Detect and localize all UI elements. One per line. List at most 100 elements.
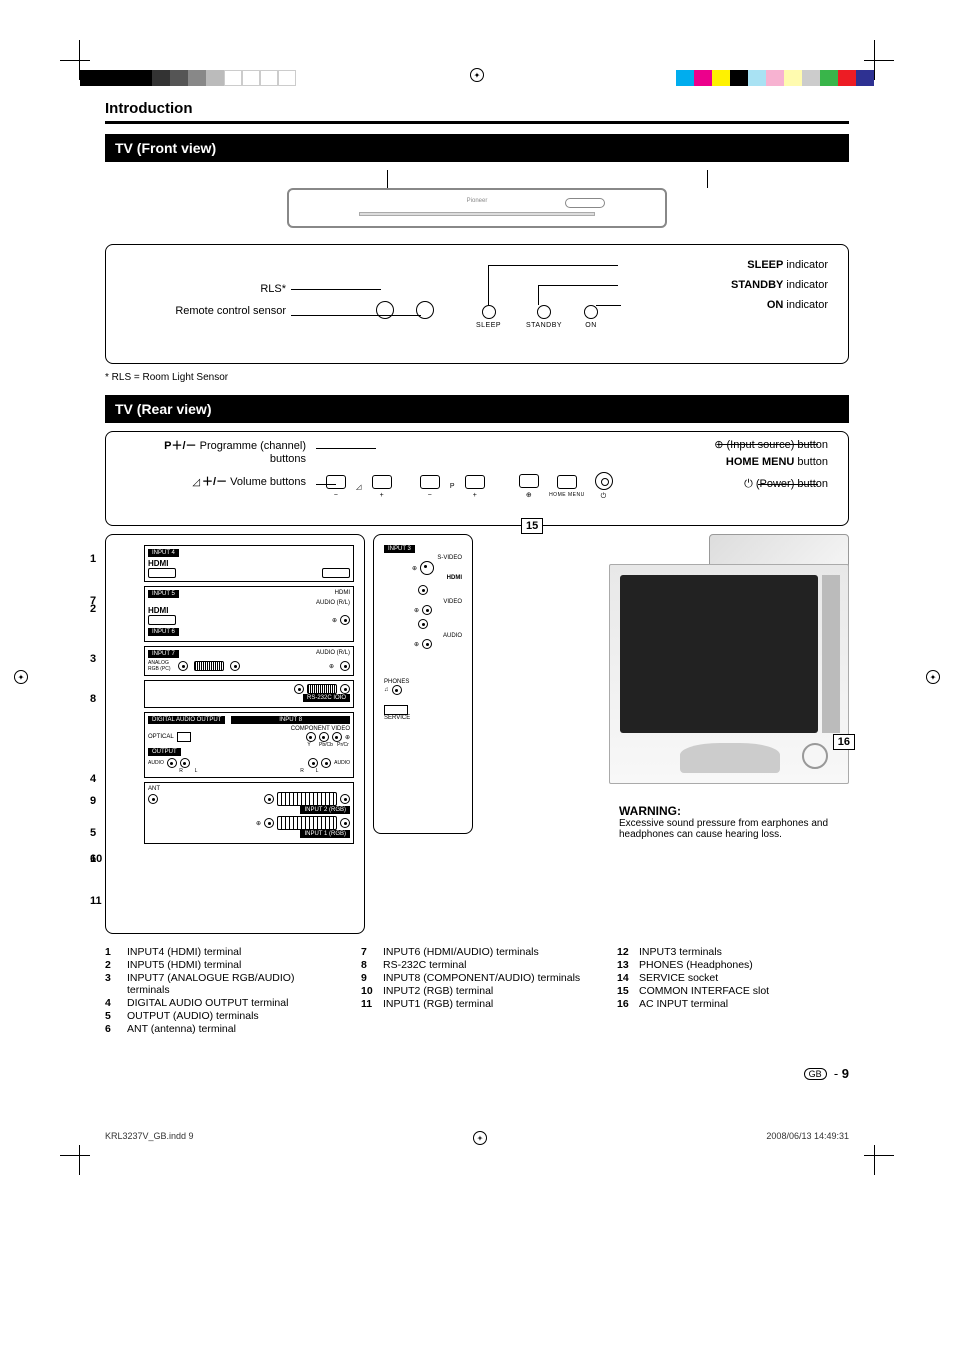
vol-plus-button[interactable]: [372, 475, 392, 489]
tv-photo-area: 15 16 WARNING: Excessive sound pressure …: [481, 534, 849, 934]
print-footer: KRL3237V_GB.indd 9 2008/06/13 14:49:31: [0, 1131, 954, 1145]
warning-block: WARNING: Excessive sound pressure from e…: [619, 804, 849, 840]
input6-label: INPUT 6: [148, 628, 179, 636]
legend-item: 15COMMON INTERFACE slot: [617, 985, 849, 997]
rear-terminals-row: 1 2 3 4 5 6 7 8 9 10 11 INPUT 4 HDMI INP…: [105, 534, 849, 934]
callout-1: 1: [90, 553, 96, 565]
rs232-port: [307, 684, 337, 694]
rear-buttons-diagram: P＋/－ Programme (channel) buttons ＋/－ Vol…: [105, 431, 849, 526]
section-rule: [105, 121, 849, 124]
rls-sensor-icon: [376, 301, 394, 322]
page-content: Introduction TV (Front view) Pioneer RLS…: [0, 60, 954, 1121]
legend-item: 14SERVICE socket: [617, 972, 849, 984]
audio6-port: [340, 615, 350, 625]
terminal-legend: 1INPUT4 (HDMI) terminal2INPUT5 (HDMI) te…: [105, 946, 849, 1036]
callout-16: 16: [833, 734, 855, 750]
legend-item: 6ANT (antenna) terminal: [105, 1023, 337, 1035]
legend-item: 7INPUT6 (HDMI/AUDIO) terminals: [361, 946, 593, 958]
front-view-header: TV (Front view): [105, 134, 849, 162]
callout-4: 4: [90, 773, 96, 785]
standby-label-suffix: indicator: [783, 279, 828, 291]
region-badge: GB: [804, 1068, 827, 1080]
standby-caption: STANDBY: [526, 322, 562, 329]
legend-item: 12INPUT3 terminals: [617, 946, 849, 958]
remote-sensor-icon: [416, 301, 434, 322]
volume-icon: [192, 476, 202, 488]
callout-15: 15: [521, 518, 543, 534]
standby-label-bold: STANDBY: [731, 279, 783, 291]
sleep-label-bold: SLEEP: [747, 259, 783, 271]
warning-title: WARNING:: [619, 804, 681, 818]
prog-prefix: P＋/－: [164, 440, 196, 452]
print-registration-top: [0, 0, 954, 60]
hdmi5-port: [148, 615, 176, 625]
sleep-label-suffix: indicator: [783, 259, 828, 271]
file-stamp: KRL3237V_GB.indd 9: [105, 1131, 194, 1145]
ant-port: [148, 794, 158, 804]
power-button[interactable]: [595, 472, 613, 490]
warning-body: Excessive sound pressure from earphones …: [619, 818, 828, 840]
standby-indicator: [537, 305, 551, 319]
power-icon: ⏻: [744, 478, 753, 490]
service-port: [384, 705, 408, 715]
rls-label: RLS*: [260, 283, 286, 295]
sleep-indicator: [482, 305, 496, 319]
sleep-caption: SLEEP: [476, 322, 501, 329]
front-indicator-diagram: RLS* Remote control sensor SLEEP STANDBY…: [105, 244, 849, 364]
callout-11: 11: [90, 895, 388, 907]
rs232-label: RS-232C IOIO: [303, 694, 350, 702]
scart1-port: [277, 816, 337, 830]
callout-5: 5: [90, 827, 96, 839]
input7-label: INPUT 7: [148, 650, 179, 658]
legend-item: 1INPUT4 (HDMI) terminal: [105, 946, 337, 958]
remote-sensor-label: Remote control sensor: [175, 305, 286, 317]
legend-item: 11INPUT1 (RGB) terminal: [361, 998, 593, 1010]
prog-plus-button[interactable]: [465, 475, 485, 489]
ac-input-icon: [802, 743, 828, 769]
rls-footnote: * RLS = Room Light Sensor: [105, 372, 849, 383]
phones-jack: [392, 685, 402, 695]
input-source-button[interactable]: [519, 474, 539, 488]
legend-item: 5OUTPUT (AUDIO) terminals: [105, 1010, 337, 1022]
hdmi-spare: [322, 568, 350, 578]
input5-label: INPUT 5: [148, 590, 179, 598]
on-caption: ON: [584, 322, 598, 329]
vol-minus-button[interactable]: [326, 475, 346, 489]
callout-10: 10: [90, 853, 388, 865]
legend-item: 10INPUT2 (RGB) terminal: [361, 985, 593, 997]
legend-item: 3INPUT7 (ANALOGUE RGB/AUDIO) terminals: [105, 972, 337, 996]
legend-item: 4DIGITAL AUDIO OUTPUT terminal: [105, 997, 337, 1009]
home-menu-button[interactable]: [557, 475, 577, 489]
prog-label: Programme (channel) buttons: [197, 440, 306, 465]
vol-label: Volume buttons: [227, 476, 306, 488]
vga-port: [194, 661, 224, 671]
side-terminal-panel: 12 13 14 INPUT 3 S-VIDEO ⊕ HDMI VIDEO ⊕ …: [373, 534, 473, 834]
legend-item: 2INPUT5 (HDMI) terminal: [105, 959, 337, 971]
legend-item: 16AC INPUT terminal: [617, 998, 849, 1010]
registration-mark-bottom: [473, 1131, 487, 1145]
tv-rear-photo: [609, 564, 849, 784]
page-number: GB - 9: [105, 1066, 849, 1081]
callout-3: 3: [90, 653, 96, 665]
scart2-port: [277, 792, 337, 806]
home-menu-bold: HOME MENU: [726, 456, 794, 468]
home-menu-suffix: button: [794, 456, 828, 468]
on-indicator: [584, 305, 598, 319]
hdmi4-port: [148, 568, 176, 578]
input-source-label: (Input source) button: [723, 439, 828, 451]
legend-item: 9INPUT8 (COMPONENT/AUDIO) terminals: [361, 972, 593, 984]
crop-marks-bottom: [0, 1145, 954, 1185]
rear-view-header: TV (Rear view): [105, 395, 849, 423]
tv-top-diagram: Pioneer: [287, 188, 667, 228]
power-label: (Power) button: [753, 478, 828, 490]
on-label-bold: ON: [767, 299, 784, 311]
section-title: Introduction: [105, 100, 849, 117]
legend-item: 13PHONES (Headphones): [617, 959, 849, 971]
prog-minus-button[interactable]: [420, 475, 440, 489]
optical-port: [177, 732, 191, 742]
vol-prefix: ＋/－: [202, 476, 227, 488]
rear-terminal-panel: 1 2 3 4 5 6 7 8 9 10 11 INPUT 4 HDMI INP…: [105, 534, 365, 934]
print-timestamp: 2008/06/13 14:49:31: [766, 1131, 849, 1145]
legend-item: 8RS-232C terminal: [361, 959, 593, 971]
input4-label: INPUT 4: [148, 549, 179, 557]
